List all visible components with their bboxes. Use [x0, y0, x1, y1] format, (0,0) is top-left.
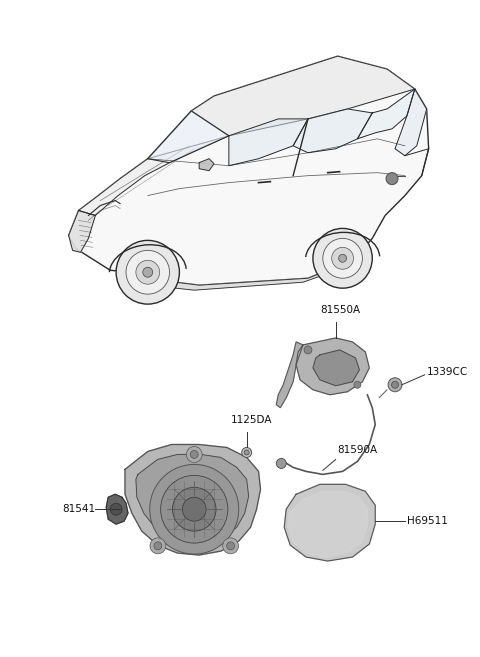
- Circle shape: [186, 447, 202, 463]
- Polygon shape: [199, 159, 214, 171]
- Polygon shape: [125, 445, 261, 555]
- Polygon shape: [296, 338, 369, 395]
- Circle shape: [172, 487, 216, 531]
- Text: H69511: H69511: [407, 516, 448, 526]
- Circle shape: [227, 542, 235, 550]
- Circle shape: [332, 247, 353, 269]
- Circle shape: [136, 260, 160, 284]
- Text: 81550A: 81550A: [320, 305, 360, 315]
- Circle shape: [242, 447, 252, 457]
- Polygon shape: [69, 56, 429, 285]
- Circle shape: [150, 538, 166, 554]
- Circle shape: [392, 381, 398, 388]
- Circle shape: [161, 476, 228, 543]
- Circle shape: [338, 254, 347, 262]
- Circle shape: [388, 378, 402, 392]
- Circle shape: [304, 346, 312, 354]
- Circle shape: [323, 238, 362, 278]
- Circle shape: [386, 173, 398, 185]
- Circle shape: [182, 497, 206, 521]
- Circle shape: [276, 459, 286, 468]
- Polygon shape: [136, 455, 249, 543]
- Circle shape: [116, 240, 180, 304]
- Polygon shape: [313, 350, 360, 386]
- Circle shape: [126, 250, 169, 294]
- Polygon shape: [288, 491, 367, 557]
- Polygon shape: [284, 484, 375, 561]
- Circle shape: [110, 503, 122, 515]
- Polygon shape: [79, 136, 229, 215]
- Polygon shape: [191, 56, 415, 136]
- Circle shape: [244, 450, 249, 455]
- Polygon shape: [106, 494, 128, 524]
- Polygon shape: [358, 89, 415, 139]
- Circle shape: [150, 464, 239, 554]
- Circle shape: [223, 538, 239, 554]
- Polygon shape: [395, 89, 427, 156]
- Polygon shape: [69, 210, 96, 252]
- Text: 1339CC: 1339CC: [427, 367, 468, 377]
- Polygon shape: [229, 119, 308, 166]
- Polygon shape: [276, 342, 303, 407]
- Circle shape: [143, 267, 153, 277]
- Text: 1125DA: 1125DA: [231, 415, 272, 424]
- Circle shape: [354, 381, 361, 388]
- Text: 81590A: 81590A: [337, 445, 378, 455]
- Circle shape: [154, 542, 162, 550]
- Polygon shape: [128, 268, 333, 290]
- Circle shape: [313, 229, 372, 288]
- Polygon shape: [148, 111, 229, 163]
- Polygon shape: [293, 109, 372, 152]
- Circle shape: [190, 451, 198, 459]
- Text: 81541: 81541: [63, 504, 96, 514]
